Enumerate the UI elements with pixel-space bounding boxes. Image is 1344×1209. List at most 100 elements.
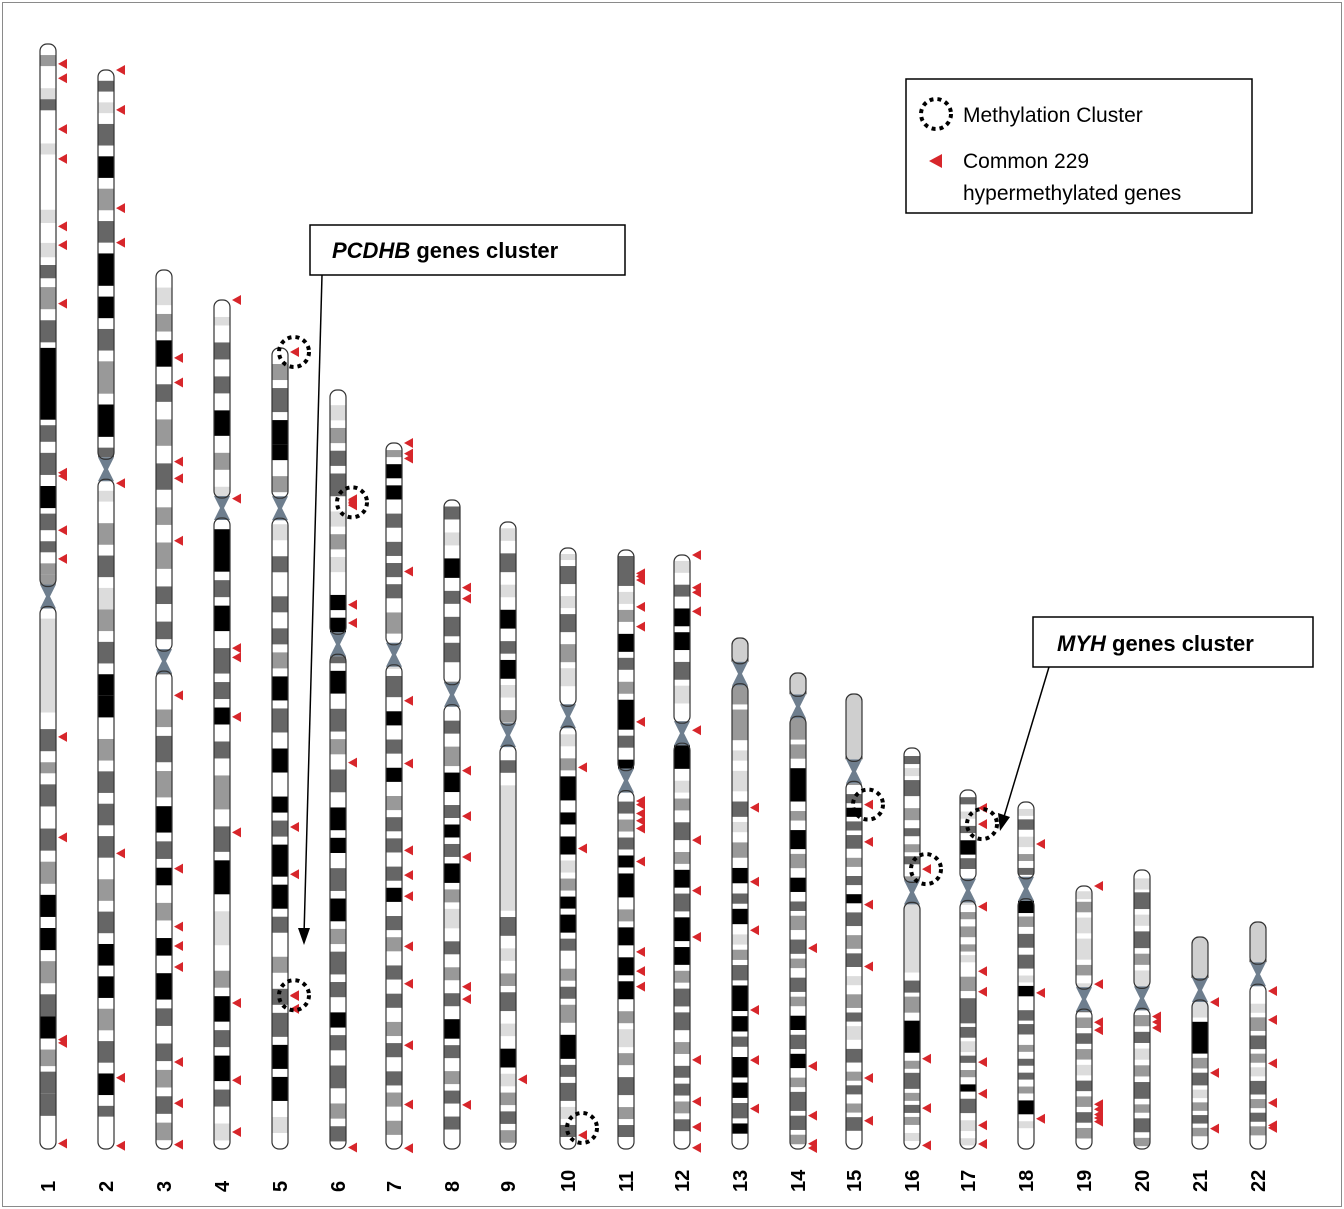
chromosome-band xyxy=(904,980,920,993)
chromosome-1 xyxy=(39,43,67,1150)
chromosome-bands xyxy=(156,287,172,1141)
chromosome-bands xyxy=(444,506,460,1130)
pcdhb-arrow-head xyxy=(298,928,310,945)
chromosome-band xyxy=(560,566,576,585)
chromosome-band xyxy=(1018,1121,1034,1129)
chromosome-p-arm-outline xyxy=(845,693,863,762)
chromosome-band xyxy=(214,1030,230,1048)
chromosome-band xyxy=(500,553,516,573)
gene-marker xyxy=(1268,1122,1277,1133)
gene-marker xyxy=(232,295,241,305)
chromosome-band xyxy=(272,1044,288,1069)
chromosome-band xyxy=(40,994,56,1017)
chromosome-band xyxy=(156,841,172,859)
chromosome-band xyxy=(732,1082,748,1098)
chromosome-band xyxy=(732,965,748,981)
chromosome-band xyxy=(618,1029,634,1048)
chromosome-label: 4 xyxy=(212,1180,234,1192)
chromosome-band xyxy=(40,347,56,420)
chromosome-band xyxy=(40,452,56,475)
chromosome-bands xyxy=(618,555,634,1138)
chromosome-band xyxy=(330,898,346,922)
gene-marker xyxy=(290,991,299,1002)
chromosome-band xyxy=(1076,964,1092,976)
chromosome-bands xyxy=(98,80,114,1117)
chromosome-band xyxy=(214,860,230,895)
chromosome-band xyxy=(560,734,576,747)
chromosome-band xyxy=(790,877,806,892)
chromosome-band xyxy=(618,1011,634,1024)
chromosome-band xyxy=(386,464,402,479)
chromosome-band xyxy=(386,796,402,811)
gene-marker xyxy=(922,1140,931,1151)
chromosome-band xyxy=(960,858,976,869)
chromosome-band xyxy=(1134,1118,1150,1133)
chromosome-band xyxy=(98,296,114,319)
chromosome-band xyxy=(214,605,230,632)
chromosome-label: 9 xyxy=(498,1181,520,1192)
chromosome-p-arm-outline xyxy=(903,747,921,883)
gene-marker xyxy=(636,799,645,810)
myh-gene-name: MYH xyxy=(1057,631,1107,656)
chromosome-p-arm-outline xyxy=(1191,936,1209,981)
chromosome-band xyxy=(98,80,114,92)
chromosome-21 xyxy=(1191,936,1219,1150)
chromosome-label: 11 xyxy=(616,1171,638,1192)
chromosome-p-arm-outline xyxy=(617,549,635,772)
chromosome-band xyxy=(618,657,634,670)
chromosome-band xyxy=(98,674,114,696)
chromosome-band xyxy=(214,996,230,1022)
gene-marker xyxy=(58,525,67,536)
chromosome-band xyxy=(790,744,806,759)
chromosome-band xyxy=(500,973,516,986)
gene-marker xyxy=(462,981,471,992)
chromosome-band xyxy=(156,1069,172,1088)
chromosome-band xyxy=(444,590,460,604)
gene-marker xyxy=(232,827,241,838)
methylation-cluster xyxy=(565,1110,599,1145)
chromosome-band xyxy=(1076,901,1092,913)
chromosome-band xyxy=(386,937,402,952)
gene-marker xyxy=(404,695,413,706)
chromosome-band xyxy=(386,541,402,556)
methylation-cluster-legend-icon xyxy=(919,97,953,131)
chromosome-band xyxy=(500,641,516,654)
gene-marker xyxy=(864,799,873,810)
chromosome-band xyxy=(674,1083,690,1096)
chromosome-11 xyxy=(617,549,645,1150)
chromosome-band xyxy=(674,632,690,651)
chromosome-band xyxy=(732,893,748,904)
gene-marker xyxy=(116,1140,125,1151)
chromosome-8 xyxy=(443,499,471,1150)
chromosome-q-arm-outline xyxy=(155,670,173,1150)
gene-marker xyxy=(462,765,471,776)
chromosome-band xyxy=(500,685,516,698)
chromosome-label: 5 xyxy=(270,1181,292,1192)
chromosome-band xyxy=(674,1101,690,1114)
gene-marker xyxy=(750,802,759,813)
gene-marker xyxy=(290,869,299,880)
chromosome-band xyxy=(1076,1080,1092,1092)
chromosome-band xyxy=(960,912,976,920)
chromosome-band xyxy=(156,771,172,798)
chromosome-band xyxy=(1192,1021,1208,1054)
chromosome-band xyxy=(500,948,516,961)
gene-marker xyxy=(1036,987,1045,998)
chromosome-band xyxy=(40,861,56,884)
chromosome-band xyxy=(618,609,634,622)
chromosome-band xyxy=(444,824,460,838)
chromosome-band xyxy=(500,1073,516,1087)
chromosome-band xyxy=(618,927,634,946)
gene-marker xyxy=(174,690,183,701)
chromosome-band xyxy=(330,1126,346,1142)
gene-marker xyxy=(232,1075,241,1086)
chromosome-band xyxy=(40,961,56,984)
pcdhb-arrow-line xyxy=(303,274,323,936)
chromosome-bands xyxy=(386,450,402,1135)
chromosome-band xyxy=(272,1012,288,1037)
chromosome-band xyxy=(674,947,690,965)
chromosome-band xyxy=(386,612,402,634)
chromosome-q-arm-outline xyxy=(789,715,807,1150)
chromosome-band xyxy=(386,675,402,698)
chromosome-band xyxy=(330,769,346,793)
